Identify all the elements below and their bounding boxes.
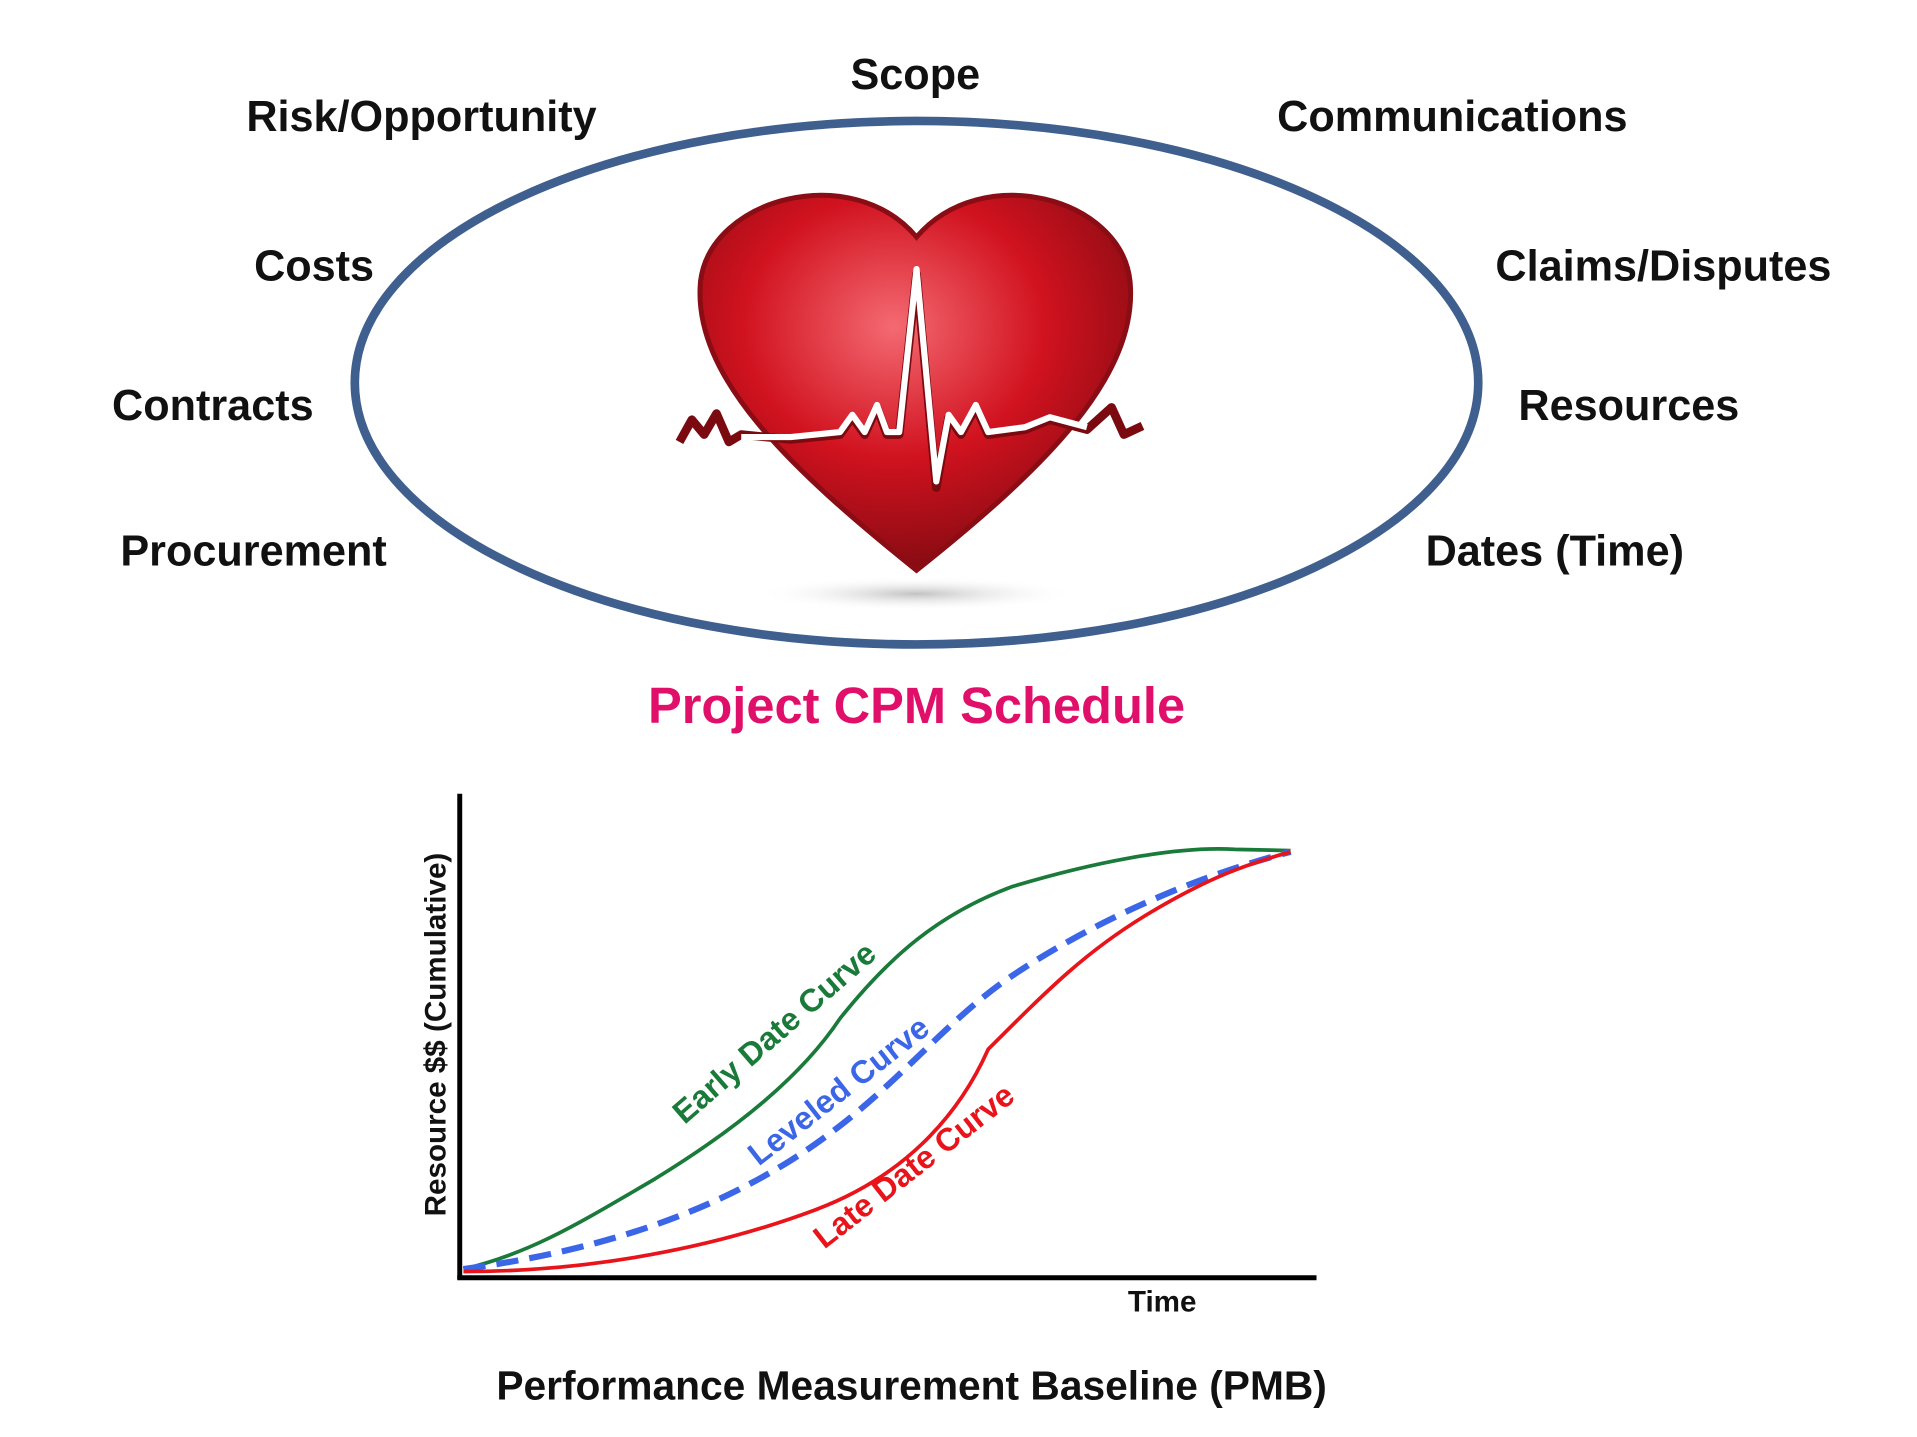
label: Contracts bbox=[112, 382, 314, 430]
leveled-curve bbox=[463, 848, 1292, 1273]
title: Project CPM Schedule bbox=[648, 677, 1185, 734]
label: Claims/Disputes bbox=[1495, 243, 1831, 291]
ellipse bbox=[350, 116, 1483, 649]
label: Dates (Time) bbox=[1426, 528, 1684, 576]
heart-shadow bbox=[756, 576, 1078, 612]
label: Procurement bbox=[120, 528, 386, 576]
heart bbox=[697, 192, 1134, 574]
ecg-line bbox=[741, 266, 1088, 485]
x-axis-label: Time bbox=[1128, 1285, 1197, 1318]
late-curve bbox=[463, 850, 1292, 1274]
y-axis-label: Resource $$ (Cumulative) bbox=[419, 853, 452, 1217]
label: Scope bbox=[850, 51, 980, 99]
s-curve-chart: Early Date Curve Leveled Curve Late Date… bbox=[419, 793, 1327, 1409]
label: Risk/Opportunity bbox=[246, 93, 596, 141]
label: Costs bbox=[254, 243, 374, 291]
label: Communications bbox=[1277, 93, 1627, 141]
caption: Performance Measurement Baseline (PMB) bbox=[496, 1363, 1326, 1409]
label: Resources bbox=[1518, 382, 1739, 430]
early-curve bbox=[463, 847, 1291, 1271]
